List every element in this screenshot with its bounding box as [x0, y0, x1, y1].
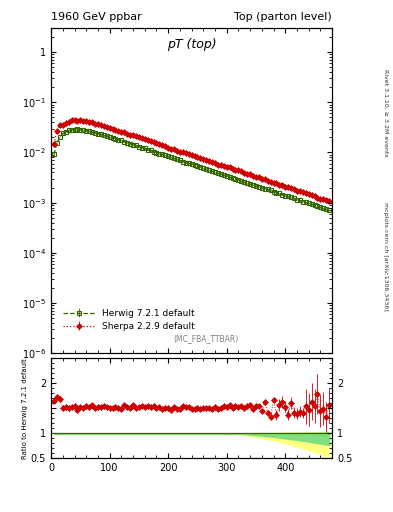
Text: pT (top): pT (top) — [167, 38, 217, 51]
Y-axis label: Ratio to Herwig 7.2.1 default: Ratio to Herwig 7.2.1 default — [22, 358, 28, 459]
Text: Top (parton level): Top (parton level) — [234, 11, 332, 22]
Text: mcplots.cern.ch [arXiv:1306.3436]: mcplots.cern.ch [arXiv:1306.3436] — [384, 202, 388, 310]
Text: Rivet 3.1.10, ≥ 3.2M events: Rivet 3.1.10, ≥ 3.2M events — [384, 69, 388, 157]
Legend: Herwig 7.2.1 default, Sherpa 2.2.9 default: Herwig 7.2.1 default, Sherpa 2.2.9 defau… — [61, 307, 196, 332]
Text: (MC_FBA_TTBAR): (MC_FBA_TTBAR) — [173, 334, 238, 344]
Text: 1960 GeV ppbar: 1960 GeV ppbar — [51, 11, 142, 22]
